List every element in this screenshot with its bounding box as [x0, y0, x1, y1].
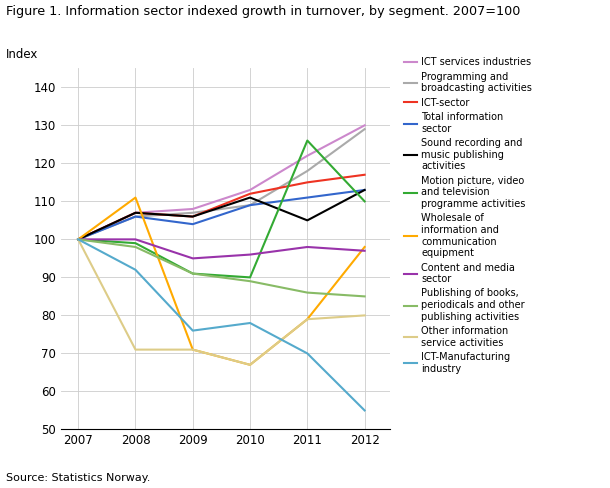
- Text: Figure 1. Information sector indexed growth in turnover, by segment. 2007=100: Figure 1. Information sector indexed gro…: [6, 5, 520, 18]
- Legend: ICT services industries, Programming and
broadcasting activities, ICT-sector, To: ICT services industries, Programming and…: [404, 58, 532, 374]
- Text: Index: Index: [6, 48, 38, 61]
- Text: Source: Statistics Norway.: Source: Statistics Norway.: [6, 473, 151, 483]
